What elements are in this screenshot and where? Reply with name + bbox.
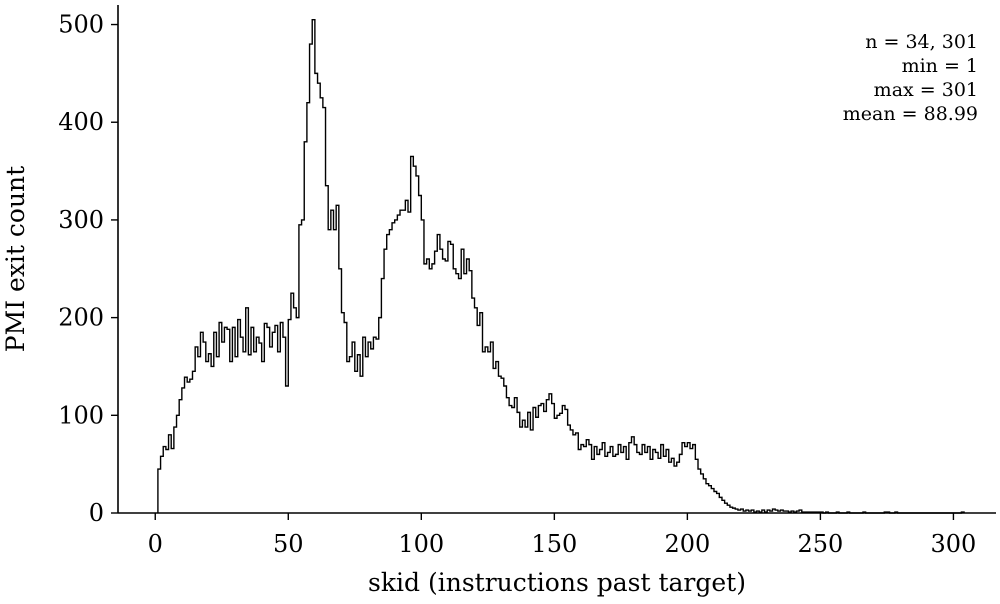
x-tick-label: 50 — [273, 530, 304, 558]
y-tick-label: 300 — [58, 206, 104, 234]
stat-max: max = 301 — [874, 79, 978, 101]
x-axis-ticks: 0 50 100 150 200 250 300 — [148, 513, 977, 558]
x-axis-label: skid (instructions past target) — [368, 568, 746, 597]
stat-min: min = 1 — [902, 55, 978, 77]
y-tick-label: 200 — [58, 304, 104, 332]
y-tick-label: 0 — [89, 499, 104, 527]
y-axis-ticks: 0 100 200 300 400 500 — [58, 11, 118, 527]
x-tick-label: 150 — [531, 530, 577, 558]
y-tick-label: 100 — [58, 401, 104, 429]
stat-n: n = 34, 301 — [865, 31, 978, 53]
stats-box: n = 34, 301 min = 1 max = 301 mean = 88.… — [843, 31, 978, 125]
y-tick-label: 400 — [58, 108, 104, 136]
y-axis-label: PMI exit count — [1, 166, 30, 352]
stat-mean: mean = 88.99 — [843, 103, 978, 125]
y-tick-label: 500 — [58, 11, 104, 39]
x-tick-label: 100 — [398, 530, 444, 558]
x-tick-label: 300 — [931, 530, 977, 558]
x-tick-label: 0 — [148, 530, 163, 558]
histogram-outline — [157, 18, 965, 514]
histogram-marks — [157, 18, 965, 514]
x-tick-label: 200 — [664, 530, 710, 558]
x-tick-label: 250 — [797, 530, 843, 558]
